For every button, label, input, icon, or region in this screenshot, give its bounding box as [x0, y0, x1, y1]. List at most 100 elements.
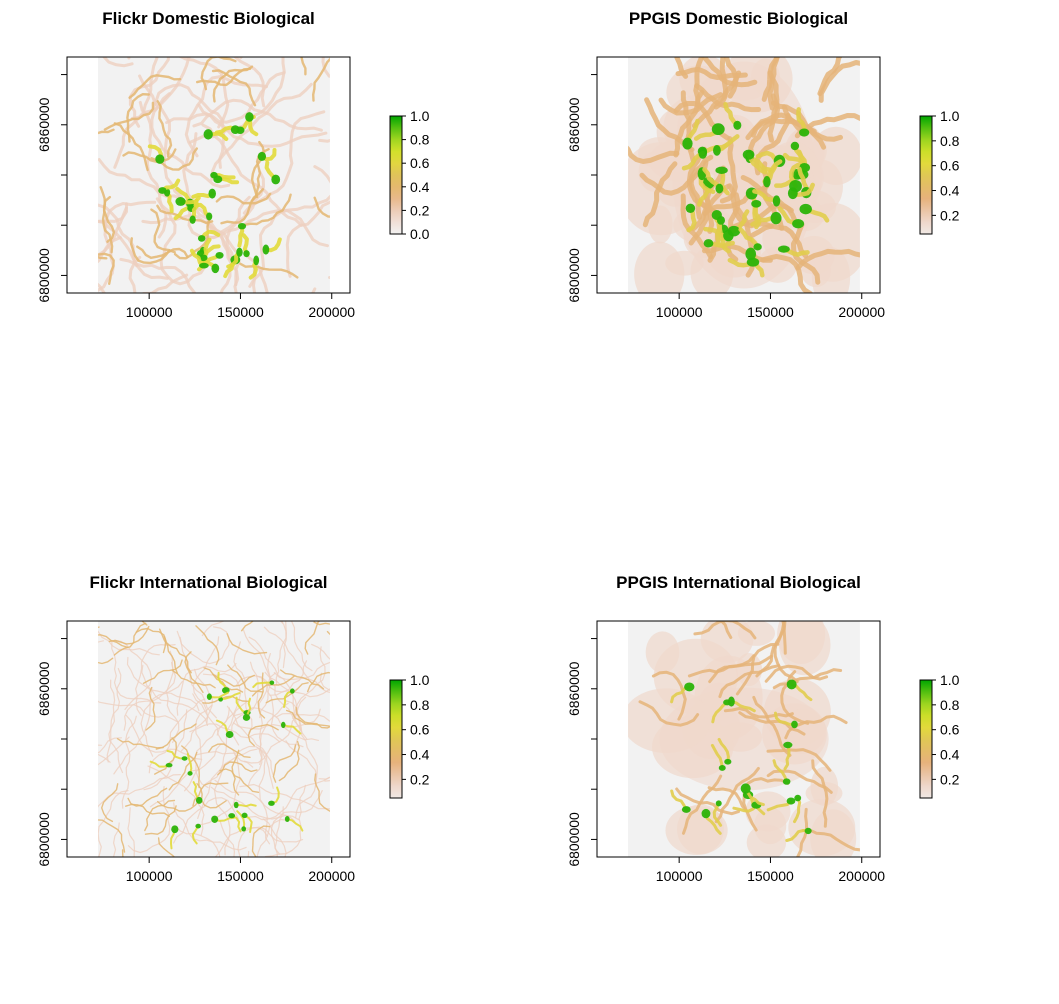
hotspot: [727, 225, 741, 237]
ridge-line: [693, 57, 705, 107]
hotspot: [197, 235, 206, 242]
ridge-line: [651, 670, 687, 721]
network-line: [151, 83, 226, 169]
ridge-line: [675, 787, 740, 816]
network-line: [125, 714, 203, 760]
network-line: [285, 200, 330, 278]
ridge-line: [723, 57, 739, 99]
y-tick-label: 6800000: [566, 248, 582, 303]
network-line: [184, 705, 213, 792]
network-line: [113, 122, 149, 172]
density-halo: [665, 805, 728, 855]
x-tick-label: 150000: [747, 868, 794, 884]
y-tick-label: 6860000: [566, 97, 582, 152]
network-line: [247, 851, 250, 857]
ridge-line: [719, 168, 730, 196]
network-line: [257, 672, 266, 719]
hotspot: [253, 255, 260, 266]
network-line: [171, 669, 216, 689]
network-line: [272, 744, 297, 783]
hotspot: [745, 247, 757, 261]
hotspot: [242, 714, 251, 721]
heatmap-chart: PPGIS Domestic Biological 100000 150000 200…: [566, 9, 960, 320]
network-line: [116, 738, 164, 749]
hotspot-line: [208, 691, 230, 699]
network-line: [98, 630, 160, 656]
hotspot-line: [270, 786, 280, 805]
network-line: [271, 790, 323, 855]
ridge-line: [795, 807, 808, 857]
network-line: [181, 745, 200, 789]
network-line: [282, 621, 287, 669]
density-halo: [634, 241, 685, 293]
hotspot: [189, 215, 196, 224]
network-line: [274, 806, 284, 857]
hotspot: [777, 245, 790, 253]
network-line: [248, 194, 330, 288]
network-line: [148, 698, 206, 774]
network-line: [98, 203, 169, 280]
hotspot: [195, 796, 203, 804]
network-line: [144, 799, 176, 832]
network-line: [183, 170, 265, 240]
network-line: [278, 740, 300, 782]
legend-label: 0.4: [940, 747, 960, 763]
network-line: [280, 669, 325, 690]
network-line: [174, 825, 221, 857]
hotspot: [230, 125, 240, 134]
hotspot: [206, 212, 213, 221]
legend-color-bar: [389, 115, 403, 235]
network-line: [293, 646, 326, 731]
x-tick-label: 100000: [656, 868, 703, 884]
hotspot: [682, 137, 693, 150]
network-line: [98, 657, 114, 665]
hotspot: [241, 826, 247, 832]
network-line: [192, 693, 254, 768]
hotspot: [257, 151, 267, 161]
legend-label: 0.4: [410, 747, 430, 763]
hotspot: [715, 183, 724, 194]
network-line: [98, 200, 157, 292]
network-line: [195, 752, 241, 826]
legend-color-bar: [919, 115, 933, 235]
network-line: [98, 744, 103, 746]
network-line: [300, 57, 307, 76]
legend-label: 0.6: [410, 155, 430, 171]
network-line: [219, 768, 260, 793]
network-line: [99, 186, 116, 243]
hotspot: [715, 166, 728, 174]
hotspot: [203, 129, 213, 140]
ridge-line: [811, 759, 829, 828]
network-line: [121, 715, 137, 809]
network-line: [248, 776, 330, 821]
network-line: [311, 643, 330, 660]
hotspot: [742, 149, 755, 160]
ridge-line: [723, 707, 794, 719]
network-line: [147, 765, 205, 836]
network-line: [98, 255, 108, 260]
network-line: [112, 822, 120, 857]
legend-label: 1.0: [940, 108, 960, 124]
hotspot: [782, 778, 791, 785]
network-line: [178, 57, 230, 129]
network-line: [326, 630, 330, 636]
ridge-line: [795, 248, 860, 271]
network-line: [273, 661, 330, 680]
hotspot-line: [219, 692, 241, 701]
network-line: [98, 819, 126, 853]
network-line: [145, 686, 156, 731]
network-line: [154, 737, 177, 775]
ridge-line: [772, 668, 843, 690]
ridge-line: [783, 743, 791, 771]
ridge-line: [738, 711, 806, 736]
x-tick-label: 100000: [656, 304, 703, 320]
network-line: [192, 636, 220, 724]
ridge-line: [702, 243, 773, 263]
network-line: [210, 786, 300, 821]
network-line: [243, 248, 269, 293]
hotspot-line: [230, 814, 242, 833]
network-line: [211, 69, 257, 107]
density-halo: [735, 652, 763, 687]
hotspot: [289, 688, 295, 694]
x-tick-label: 200000: [838, 304, 885, 320]
